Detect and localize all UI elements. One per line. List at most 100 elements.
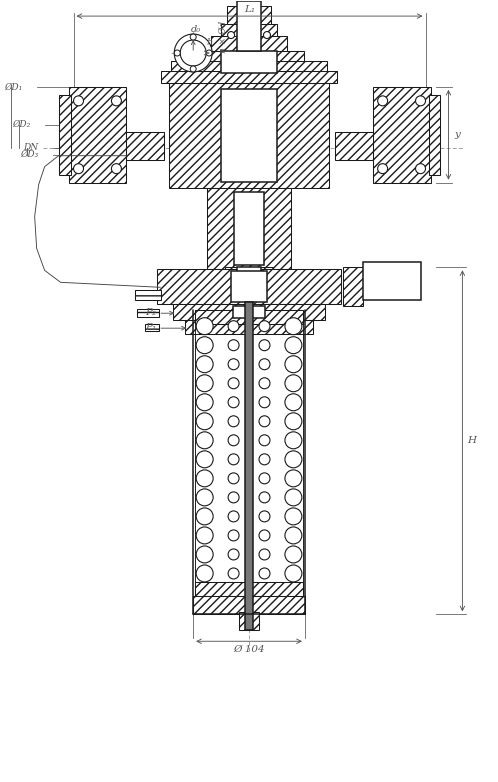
Text: ØD₃: ØD₃	[20, 150, 39, 160]
Circle shape	[196, 356, 213, 373]
Bar	[157, 269, 341, 304]
Bar	[145, 325, 159, 331]
Bar	[171, 61, 327, 71]
Circle shape	[206, 50, 212, 56]
Circle shape	[196, 317, 213, 335]
Circle shape	[228, 435, 239, 446]
Circle shape	[263, 31, 270, 38]
Bar	[221, 89, 277, 181]
Circle shape	[196, 565, 213, 582]
Circle shape	[174, 34, 212, 72]
Circle shape	[259, 549, 270, 560]
Circle shape	[228, 416, 239, 427]
Bar	[225, 267, 273, 279]
Text: H: H	[467, 436, 476, 446]
Bar	[211, 36, 287, 51]
Circle shape	[228, 568, 239, 579]
Circle shape	[180, 40, 206, 66]
Bar	[137, 309, 159, 317]
Circle shape	[74, 163, 84, 174]
Circle shape	[285, 394, 302, 411]
Bar	[227, 6, 271, 24]
Text: ØD₁: ØD₁	[4, 82, 23, 91]
Circle shape	[259, 492, 270, 503]
Circle shape	[228, 492, 239, 503]
Circle shape	[259, 454, 270, 465]
Circle shape	[285, 470, 302, 487]
Circle shape	[259, 321, 270, 332]
Bar	[237, 1, 261, 51]
Bar	[233, 307, 265, 318]
Circle shape	[259, 473, 270, 484]
Circle shape	[228, 378, 239, 389]
Circle shape	[196, 489, 213, 506]
Bar	[363, 263, 420, 300]
Bar	[195, 310, 303, 325]
Circle shape	[285, 546, 302, 563]
Circle shape	[285, 565, 302, 582]
Circle shape	[190, 66, 196, 72]
Circle shape	[415, 163, 425, 174]
Circle shape	[196, 375, 213, 392]
Circle shape	[112, 163, 122, 174]
Text: Ø 104: Ø 104	[233, 644, 265, 654]
Text: n × Ød: n × Ød	[219, 21, 228, 53]
Bar	[207, 188, 291, 269]
Circle shape	[228, 473, 239, 484]
Bar	[237, 267, 261, 279]
Text: P₂: P₂	[145, 308, 156, 317]
Circle shape	[196, 508, 213, 525]
Bar	[343, 267, 363, 307]
Bar	[193, 597, 305, 615]
Circle shape	[259, 378, 270, 389]
Circle shape	[196, 470, 213, 487]
Bar	[239, 612, 259, 630]
Circle shape	[285, 451, 302, 468]
Circle shape	[174, 50, 180, 56]
Circle shape	[259, 435, 270, 446]
Circle shape	[285, 413, 302, 430]
Circle shape	[285, 508, 302, 525]
Circle shape	[196, 337, 213, 353]
Circle shape	[228, 549, 239, 560]
Bar	[195, 583, 303, 597]
Circle shape	[259, 339, 270, 350]
Bar	[194, 51, 304, 61]
Bar	[227, 27, 271, 43]
Circle shape	[415, 96, 425, 106]
Bar	[135, 290, 161, 300]
Circle shape	[285, 489, 302, 506]
Text: ØD₂: ØD₂	[12, 120, 31, 129]
Circle shape	[259, 568, 270, 579]
Circle shape	[285, 337, 302, 353]
Bar	[234, 192, 264, 265]
Bar	[185, 320, 313, 334]
Bar	[161, 71, 337, 83]
Text: d₀: d₀	[191, 24, 201, 34]
Circle shape	[196, 394, 213, 411]
Bar	[245, 303, 253, 630]
Circle shape	[228, 454, 239, 465]
Circle shape	[196, 432, 213, 449]
Text: h: h	[207, 38, 213, 46]
Bar	[173, 304, 325, 320]
Circle shape	[190, 34, 196, 40]
Circle shape	[74, 96, 84, 106]
Circle shape	[285, 527, 302, 544]
Bar	[69, 87, 126, 183]
Circle shape	[259, 530, 270, 541]
Bar	[221, 24, 277, 36]
Circle shape	[196, 413, 213, 430]
Circle shape	[259, 359, 270, 370]
Circle shape	[377, 163, 387, 174]
Bar	[233, 41, 265, 59]
Circle shape	[259, 416, 270, 427]
Circle shape	[228, 530, 239, 541]
Bar	[126, 131, 164, 160]
Circle shape	[285, 356, 302, 373]
Bar	[335, 131, 373, 160]
Circle shape	[285, 375, 302, 392]
Circle shape	[112, 96, 122, 106]
Bar	[59, 95, 71, 174]
Circle shape	[377, 96, 387, 106]
